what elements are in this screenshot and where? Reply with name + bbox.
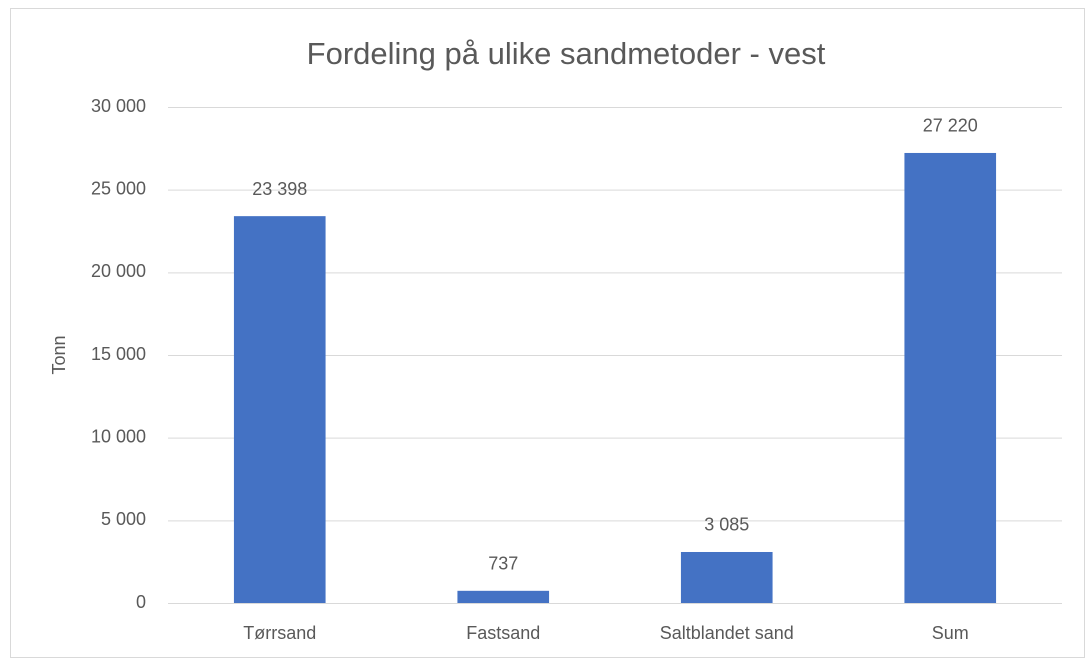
x-tick-label: Tørrsand bbox=[243, 623, 316, 643]
x-tick-label: Fastsand bbox=[466, 623, 540, 643]
y-tick-label: 5 000 bbox=[101, 509, 146, 529]
bar bbox=[457, 590, 550, 603]
chart-title: Fordeling på ulike sandmetoder - vest bbox=[307, 36, 826, 71]
data-label: 737 bbox=[488, 554, 518, 574]
y-tick-label: 25 000 bbox=[91, 178, 146, 198]
y-tick-label: 0 bbox=[136, 592, 146, 612]
bar bbox=[904, 152, 997, 604]
bar bbox=[233, 216, 326, 603]
data-label: 3 085 bbox=[704, 515, 749, 535]
x-tick-label: Sum bbox=[932, 623, 969, 643]
y-axis-title: Tonn bbox=[49, 335, 69, 374]
data-label: 27 220 bbox=[923, 116, 978, 136]
y-tick-label: 30 000 bbox=[91, 96, 146, 116]
x-tick-label: Saltblandet sand bbox=[660, 623, 794, 643]
y-tick-label: 20 000 bbox=[91, 261, 146, 281]
bar bbox=[680, 551, 773, 603]
y-tick-label: 15 000 bbox=[91, 344, 146, 364]
y-tick-label: 10 000 bbox=[91, 426, 146, 446]
data-label: 23 398 bbox=[252, 179, 307, 199]
